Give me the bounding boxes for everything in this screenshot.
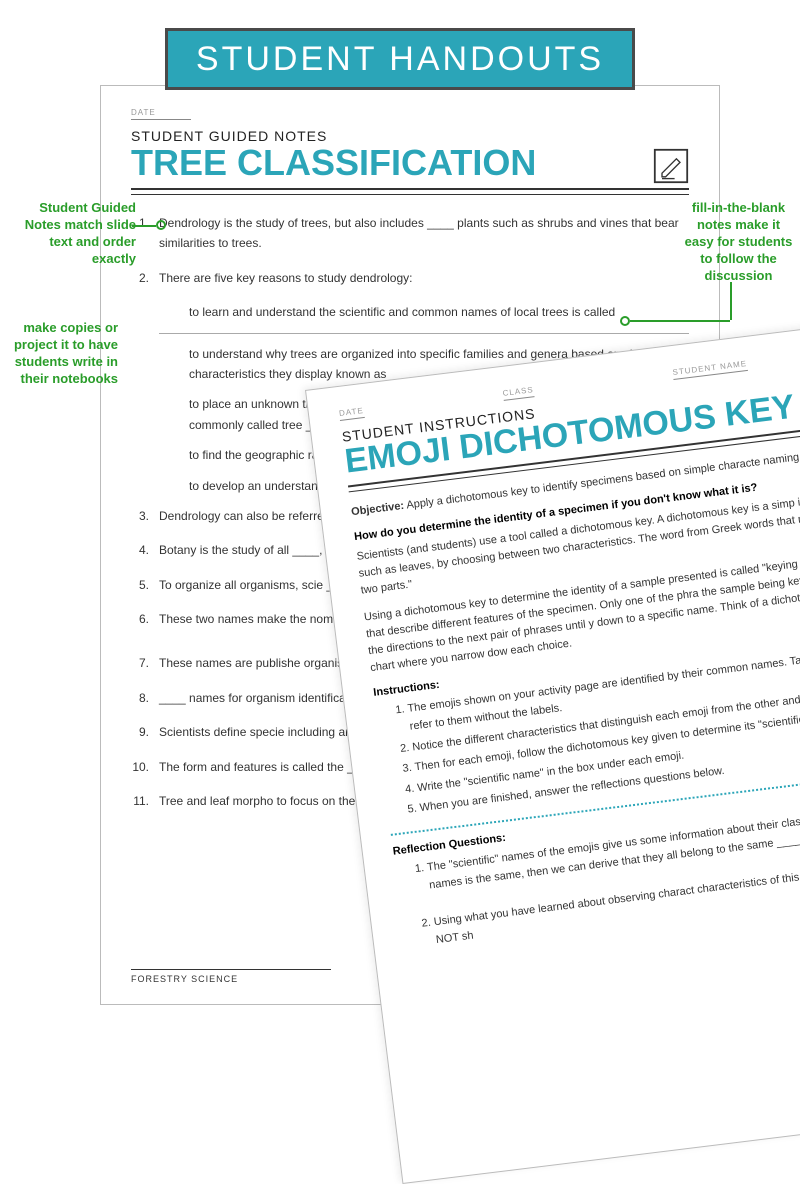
doc1-footer: FORESTRY SCIENCE: [131, 969, 331, 984]
list-item: 2. There are five key reasons to study d…: [131, 268, 689, 288]
sub-item: to learn and understand the scientific a…: [131, 302, 689, 322]
date-label: DATE: [339, 406, 365, 421]
date-label: DATE: [131, 108, 191, 120]
callout-circle: [620, 316, 630, 326]
list-item: 1. Dendrology is the study of trees, but…: [131, 213, 689, 254]
doc1-title: TREE CLASSIFICATION: [131, 142, 689, 184]
reflection-list: The "scientific" names of the emojis giv…: [394, 796, 800, 954]
annotation-fill-blank: fill-in-the-blank notes make it easy for…: [681, 200, 796, 284]
callout-line: [630, 320, 730, 322]
callout-line: [730, 282, 732, 320]
annotation-guided-notes: Student Guided Notes match slide text an…: [6, 200, 136, 268]
callout-circle: [156, 220, 166, 230]
document-emoji-key: DATE CLASS STUDENT NAME STUDENT INSTRUCT…: [305, 314, 800, 1184]
annotation-make-copies: make copies or project it to have studen…: [8, 320, 118, 388]
class-label: CLASS: [502, 385, 534, 401]
pencil-icon: [653, 148, 689, 184]
banner: STUDENT HANDOUTS: [165, 28, 635, 90]
name-label: STUDENT NAME: [672, 359, 748, 380]
banner-text: STUDENT HANDOUTS: [196, 40, 604, 79]
